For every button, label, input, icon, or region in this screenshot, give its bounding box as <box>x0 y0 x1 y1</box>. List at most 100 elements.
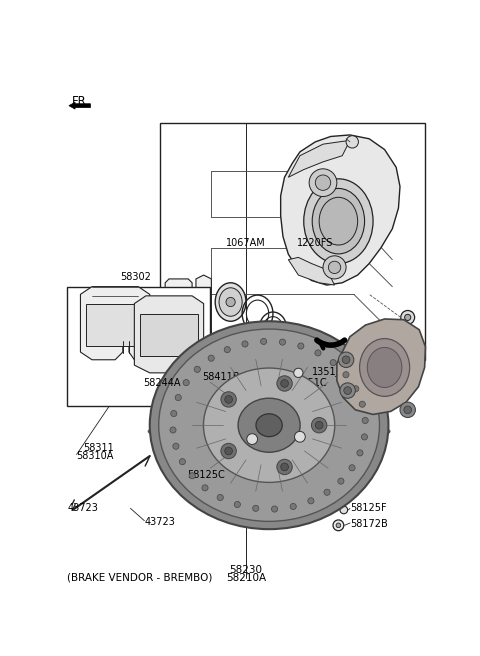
Circle shape <box>338 478 344 484</box>
Circle shape <box>361 434 368 440</box>
Circle shape <box>226 297 235 306</box>
Circle shape <box>194 366 200 373</box>
Ellipse shape <box>238 398 300 452</box>
Bar <box>177 385 183 389</box>
Text: 1067AM: 1067AM <box>226 237 266 248</box>
Circle shape <box>189 473 195 479</box>
Polygon shape <box>134 296 204 373</box>
Circle shape <box>330 359 336 365</box>
Circle shape <box>315 421 323 429</box>
Circle shape <box>328 261 341 274</box>
Circle shape <box>219 472 227 479</box>
Circle shape <box>243 497 246 500</box>
Circle shape <box>336 523 341 527</box>
Circle shape <box>221 392 236 407</box>
Circle shape <box>309 169 337 197</box>
Circle shape <box>171 411 177 417</box>
Circle shape <box>290 503 296 510</box>
Circle shape <box>362 417 368 424</box>
Bar <box>170 372 174 379</box>
Circle shape <box>401 357 415 371</box>
Circle shape <box>338 352 354 367</box>
Circle shape <box>298 343 304 349</box>
Text: 58411B: 58411B <box>202 373 240 382</box>
Circle shape <box>225 447 232 455</box>
Circle shape <box>175 394 181 401</box>
Circle shape <box>404 406 411 414</box>
Circle shape <box>343 372 349 378</box>
Bar <box>169 291 207 337</box>
Circle shape <box>340 506 348 514</box>
Text: 43723: 43723 <box>67 503 98 514</box>
Ellipse shape <box>304 179 373 264</box>
Circle shape <box>294 368 303 377</box>
Circle shape <box>401 310 415 324</box>
Circle shape <box>277 376 292 391</box>
Circle shape <box>247 434 258 445</box>
FancyArrow shape <box>69 102 90 109</box>
Bar <box>160 123 425 359</box>
Bar <box>177 361 183 365</box>
Polygon shape <box>337 319 425 415</box>
Text: 1351JD: 1351JD <box>312 367 348 377</box>
Circle shape <box>324 489 330 495</box>
Text: 58311: 58311 <box>84 443 114 453</box>
Circle shape <box>242 341 248 347</box>
Circle shape <box>217 495 223 501</box>
Circle shape <box>296 340 304 348</box>
Ellipse shape <box>256 414 282 437</box>
Ellipse shape <box>219 288 242 316</box>
Polygon shape <box>288 140 350 177</box>
Circle shape <box>221 474 225 477</box>
Ellipse shape <box>204 368 335 482</box>
Circle shape <box>170 427 176 433</box>
Polygon shape <box>288 257 335 285</box>
Ellipse shape <box>367 348 402 388</box>
Polygon shape <box>165 275 211 344</box>
Circle shape <box>333 520 344 531</box>
Ellipse shape <box>312 188 365 254</box>
Circle shape <box>308 498 314 504</box>
Circle shape <box>340 383 355 398</box>
Text: FR.: FR. <box>72 95 90 108</box>
Circle shape <box>183 380 189 386</box>
Text: 58114A: 58114A <box>229 393 266 403</box>
Bar <box>140 314 198 356</box>
Circle shape <box>279 339 286 345</box>
Text: (BRAKE VENDOR - BREMBO): (BRAKE VENDOR - BREMBO) <box>67 573 213 583</box>
Ellipse shape <box>289 331 311 358</box>
Circle shape <box>252 505 259 512</box>
Ellipse shape <box>319 197 358 245</box>
Text: 1220FS: 1220FS <box>297 237 334 248</box>
Circle shape <box>281 380 288 387</box>
Text: 58230: 58230 <box>229 565 263 575</box>
Circle shape <box>315 350 321 356</box>
Ellipse shape <box>215 283 246 321</box>
Text: 43723: 43723 <box>144 517 175 527</box>
Circle shape <box>349 464 355 471</box>
Circle shape <box>353 386 359 392</box>
Circle shape <box>240 495 248 502</box>
Circle shape <box>405 314 411 321</box>
Ellipse shape <box>360 338 409 396</box>
Text: 58125F: 58125F <box>350 503 386 514</box>
Circle shape <box>295 432 305 442</box>
Text: 58302: 58302 <box>120 272 151 282</box>
Circle shape <box>277 459 292 475</box>
Circle shape <box>208 355 214 361</box>
Ellipse shape <box>159 329 380 522</box>
Circle shape <box>202 485 208 491</box>
Circle shape <box>281 463 288 471</box>
Circle shape <box>346 136 359 148</box>
Text: 58125C: 58125C <box>187 470 225 480</box>
Circle shape <box>261 338 267 344</box>
Circle shape <box>405 361 411 367</box>
Bar <box>86 304 144 346</box>
Circle shape <box>400 402 415 417</box>
Polygon shape <box>281 135 400 285</box>
Circle shape <box>234 501 240 508</box>
Circle shape <box>359 401 365 407</box>
Bar <box>186 372 190 379</box>
Circle shape <box>357 450 363 456</box>
Ellipse shape <box>148 420 390 443</box>
